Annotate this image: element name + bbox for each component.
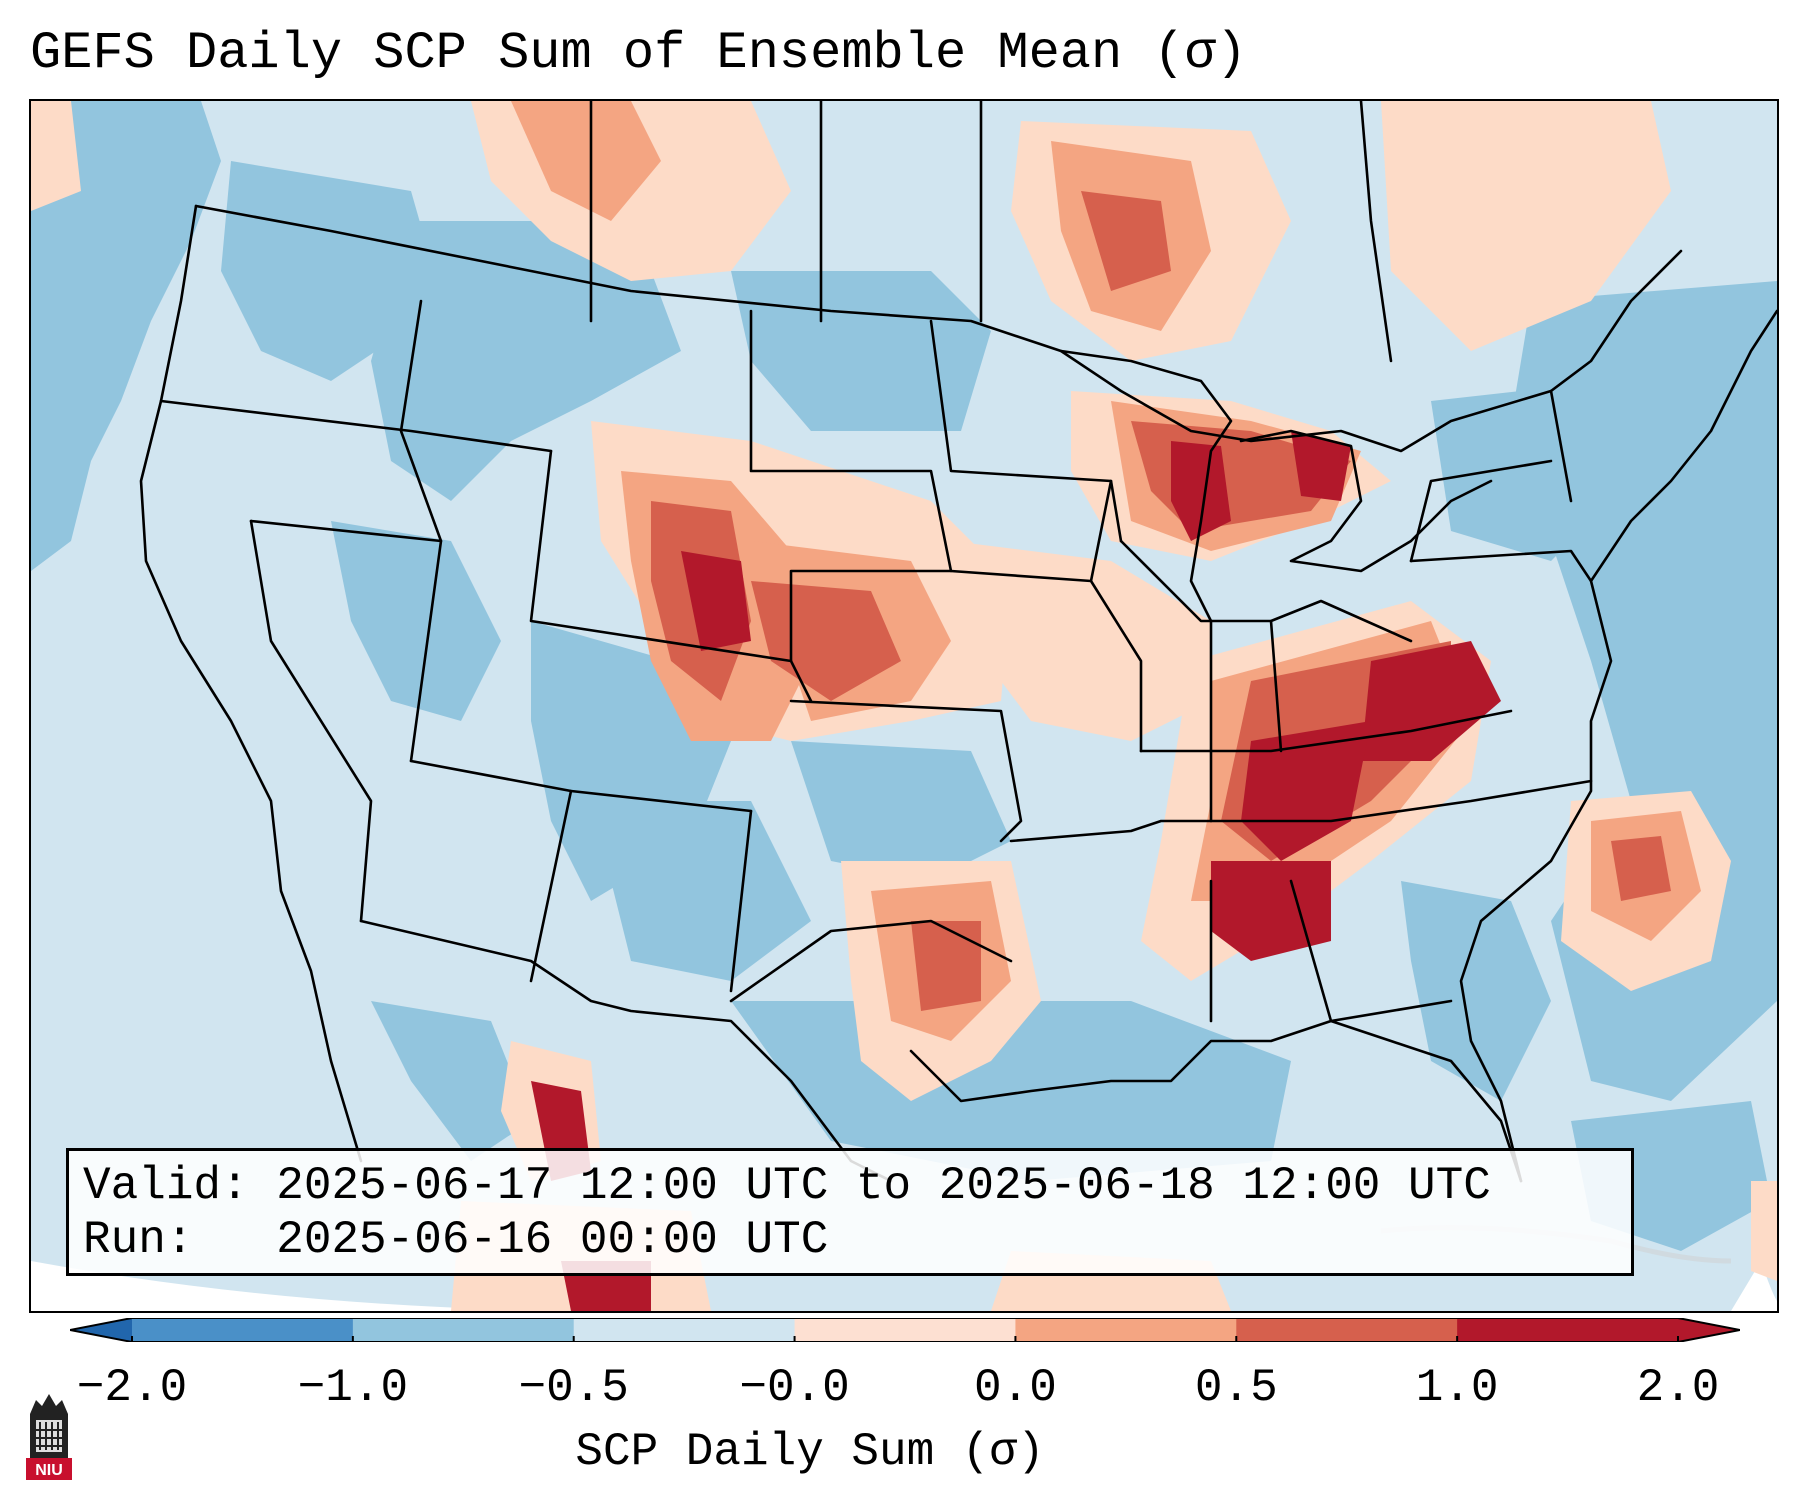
- blue-region-oklahoma: [791, 741, 1011, 881]
- pink-region-pacific-north: [31, 101, 81, 211]
- red-region-ontario: [1081, 191, 1171, 291]
- state-line: [1139, 709, 1513, 753]
- pink-region-caribbean-east: [1751, 1181, 1777, 1281]
- us-canada-border: [194, 204, 1683, 453]
- valid-time-box: Valid: 2025-06-17 12:00 UTC to 2025-06-1…: [66, 1148, 1634, 1276]
- state-line: [1329, 999, 1453, 1023]
- darkred-region-colorado: [681, 551, 751, 651]
- salmon-region-canada: [511, 101, 661, 221]
- outside-domain-area-right: [1731, 1261, 1777, 1311]
- red-region-nebraska: [751, 581, 901, 701]
- colorbar: [70, 1318, 1740, 1342]
- red-region-texas: [911, 921, 981, 1011]
- us-mexico-border: [359, 919, 893, 1183]
- state-line: [1009, 779, 1593, 843]
- state-line: [929, 319, 1123, 543]
- darkred-region-virginia: [1361, 641, 1501, 761]
- state-line: [529, 789, 573, 983]
- blue-region-northwest: [221, 161, 431, 381]
- colorbar-tick-label: 0.5: [1194, 1362, 1278, 1414]
- colorbar-segment: [573, 1318, 796, 1342]
- extreme-positive-layer: [531, 431, 1501, 1311]
- state-line: [399, 299, 443, 763]
- west-coast: [139, 204, 363, 1163]
- darkred-region-lake-huron: [1291, 431, 1351, 501]
- red-region-offshore: [1611, 836, 1671, 901]
- blue-region-southwest: [591, 801, 811, 981]
- state-line: [1089, 479, 1113, 583]
- colorbar-segment: [1015, 1318, 1237, 1342]
- boundary-lines: [139, 101, 1777, 1183]
- state-line: [1269, 619, 1283, 753]
- blue-region-mexico: [371, 1001, 531, 1161]
- state-line: [1289, 879, 1333, 1023]
- scp-map: [31, 101, 1777, 1311]
- chart-title: GEFS Daily SCP Sum of Ensemble Mean (σ): [30, 24, 1247, 83]
- gulf-coast: [909, 1019, 1523, 1183]
- state-line: [749, 309, 953, 663]
- colorbar-extend-min: [70, 1318, 132, 1342]
- valid-line: Valid: 2025-06-17 12:00 UTC to 2025-06-1…: [83, 1160, 1491, 1212]
- colorbar-tick-label: −2.0: [76, 1362, 188, 1414]
- blue-region-dakotas: [731, 271, 991, 431]
- state-line: [789, 699, 1023, 843]
- run-line: Run: 2025-06-16 00:00 UTC: [83, 1214, 829, 1266]
- blue-region-idaho-montana: [371, 221, 681, 501]
- colorbar-tick-label: −1.0: [297, 1362, 409, 1414]
- state-line: [729, 809, 753, 993]
- colorbar-tick-label: 2.0: [1636, 1362, 1720, 1414]
- pink-region-midwest: [951, 541, 1211, 741]
- darkred-region-lake-michigan: [1171, 441, 1231, 541]
- logo-text: NIU: [35, 1462, 63, 1479]
- colorbar-tick-label: −0.5: [518, 1362, 629, 1414]
- blue-region-great-basin: [331, 521, 501, 721]
- blue-region-pacific: [31, 101, 221, 571]
- province-line: [1359, 101, 1393, 363]
- state-line: [1409, 549, 1593, 583]
- great-lakes-shoreline: [1059, 349, 1233, 623]
- atlantic-coast: [1459, 309, 1777, 1183]
- state-line: [529, 449, 813, 703]
- state-line: [729, 919, 1013, 1003]
- colorbar-tick-label: 0.0: [974, 1362, 1057, 1414]
- colorbar-tick-label: −0.0: [739, 1362, 850, 1414]
- colorbar-label: SCP Daily Sum (σ): [575, 1426, 1045, 1478]
- outside-domain-area: [31, 1261, 681, 1311]
- state-line: [159, 399, 553, 453]
- state-line: [1549, 389, 1573, 503]
- colorbar-segment: [1236, 1318, 1458, 1342]
- pink-region-quebec: [1381, 101, 1671, 351]
- state-line: [249, 519, 443, 543]
- colorbar-extend-max: [1678, 1318, 1740, 1342]
- blue-region-northeast: [1431, 381, 1631, 561]
- darkred-region-tennessee: [1241, 721, 1371, 861]
- colorbar-tick-label: 1.0: [1415, 1362, 1499, 1414]
- great-lakes-shoreline: [1239, 429, 1493, 573]
- colorbar-segment: [132, 1318, 354, 1342]
- colorbar-segment: [352, 1318, 575, 1342]
- state-line: [949, 569, 1143, 753]
- colorbar-segment: [1457, 1318, 1679, 1342]
- state-line: [249, 519, 373, 923]
- colorbar-segment: [794, 1318, 1016, 1342]
- blue-region-southeast-coast: [1401, 881, 1551, 1101]
- niu-logo: NIU: [26, 1394, 72, 1480]
- darkred-region-alabama: [1211, 861, 1331, 961]
- map-panel: [29, 99, 1779, 1313]
